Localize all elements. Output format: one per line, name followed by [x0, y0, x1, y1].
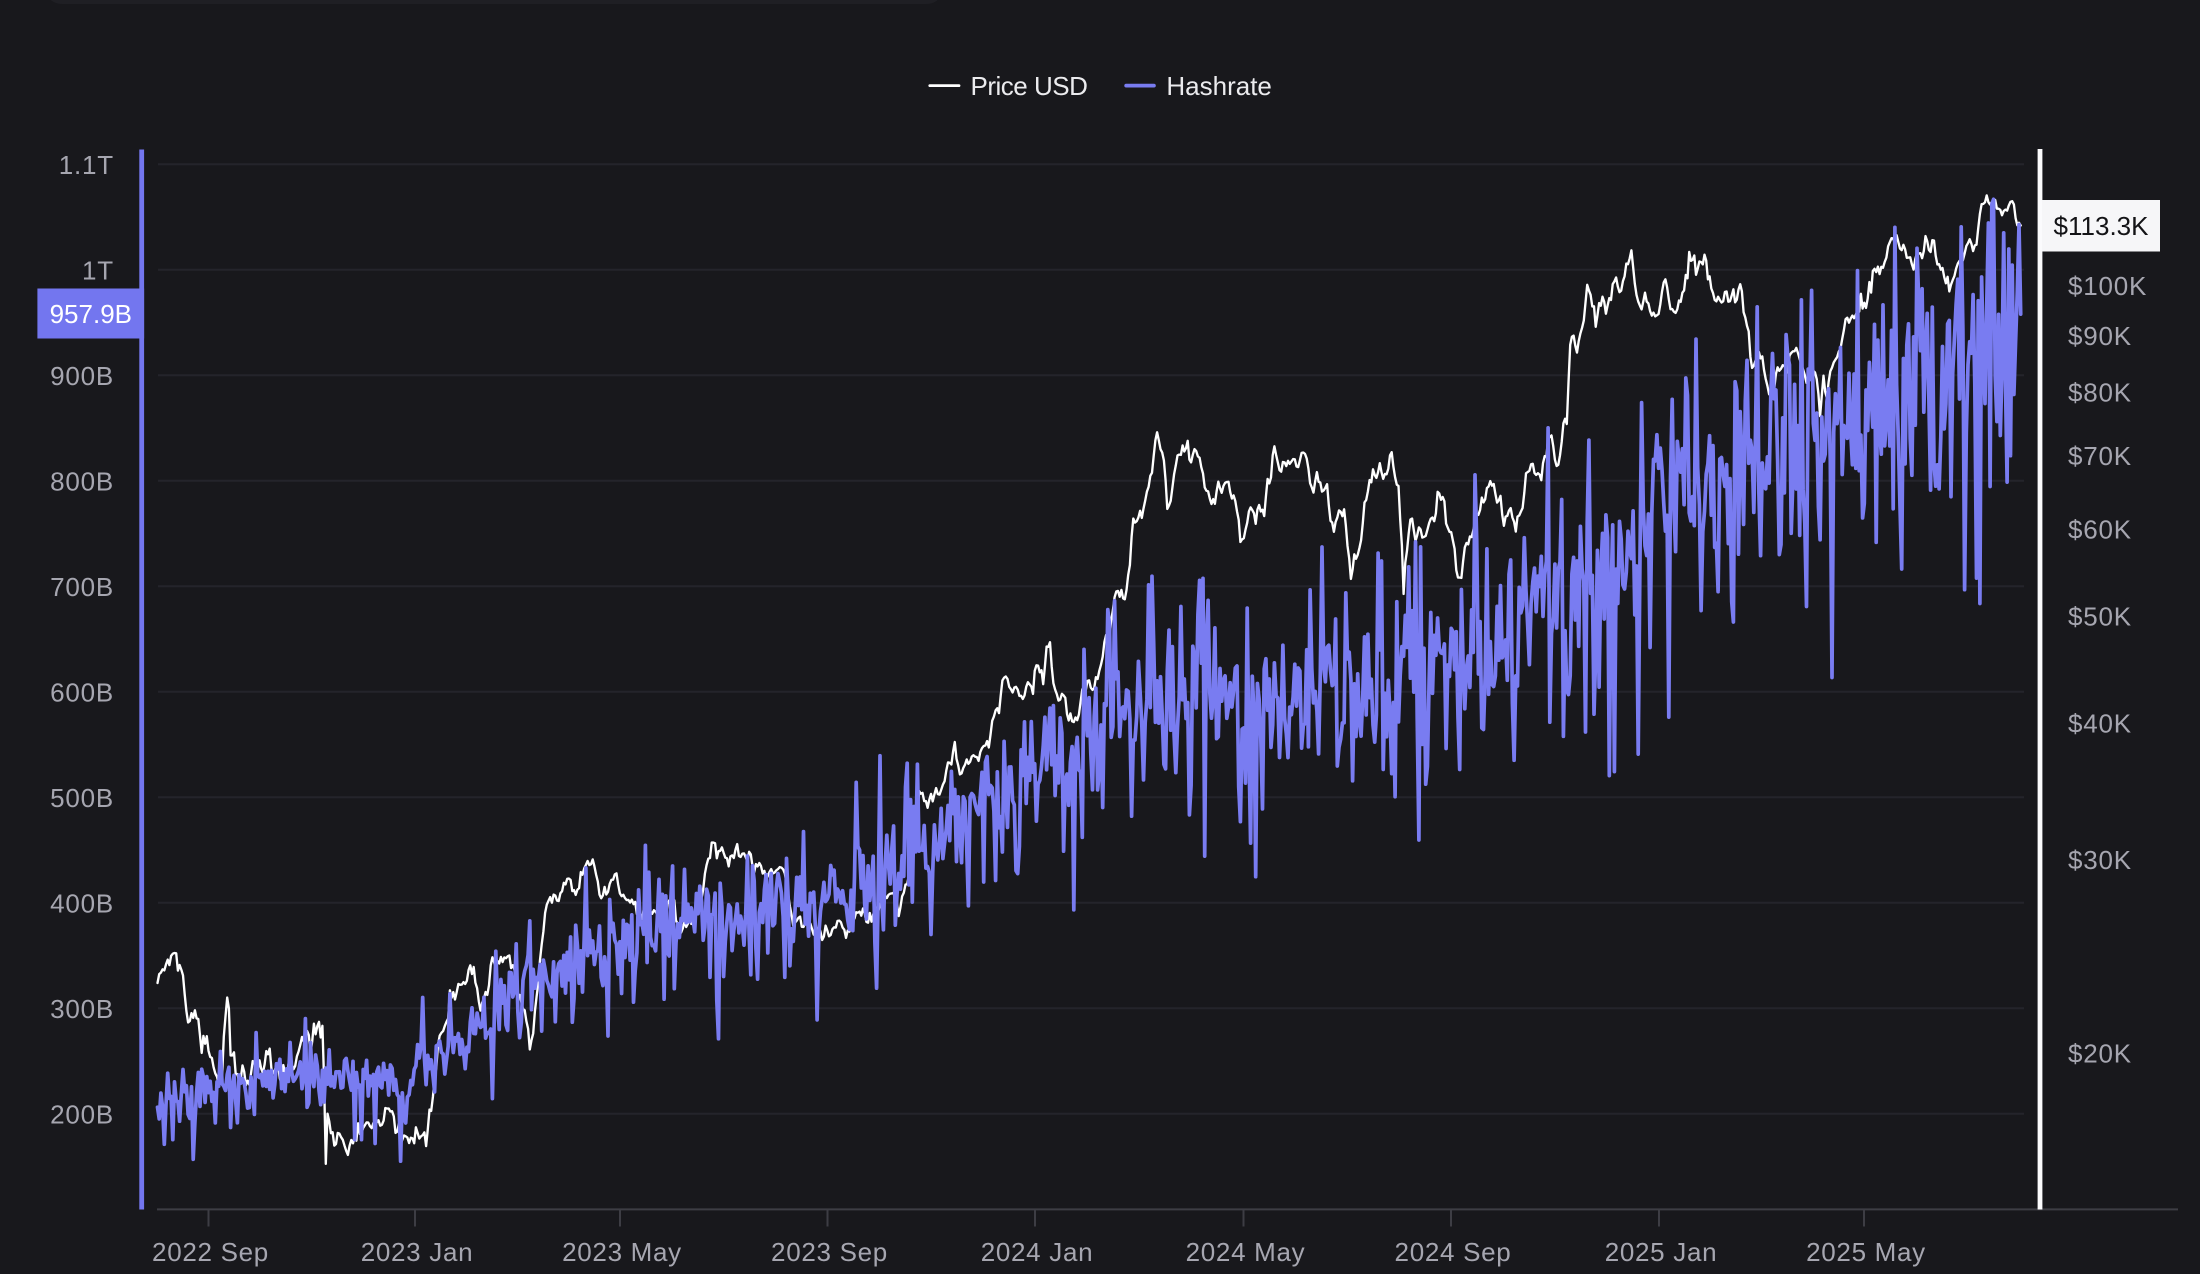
svg-text:700B: 700B [50, 572, 114, 602]
svg-text:300B: 300B [50, 994, 114, 1024]
svg-text:400B: 400B [50, 889, 114, 919]
svg-text:$80K: $80K [2068, 378, 2132, 408]
svg-text:2023 Jan: 2023 Jan [361, 1237, 474, 1267]
svg-text:$30K: $30K [2068, 845, 2132, 875]
svg-text:1.1T: 1.1T [59, 150, 114, 180]
svg-text:2023 Sep: 2023 Sep [771, 1237, 888, 1267]
svg-text:500B: 500B [50, 783, 114, 813]
svg-text:$50K: $50K [2068, 602, 2132, 632]
svg-text:$113.3K: $113.3K [2054, 211, 2150, 241]
svg-text:200B: 200B [50, 1100, 114, 1130]
svg-text:2022 Sep: 2022 Sep [152, 1237, 269, 1267]
svg-text:$40K: $40K [2068, 708, 2132, 738]
svg-text:$20K: $20K [2068, 1039, 2132, 1069]
svg-text:2024 Jan: 2024 Jan [981, 1237, 1094, 1267]
svg-text:Hashrate: Hashrate [1166, 71, 1272, 101]
svg-text:2025 Jan: 2025 Jan [1605, 1237, 1718, 1267]
svg-text:$60K: $60K [2068, 515, 2132, 545]
svg-text:2025 May: 2025 May [1806, 1237, 1926, 1267]
svg-text:2024 Sep: 2024 Sep [1395, 1237, 1512, 1267]
svg-text:2023 May: 2023 May [562, 1237, 682, 1267]
svg-text:$70K: $70K [2068, 441, 2132, 471]
svg-text:900B: 900B [50, 361, 114, 391]
svg-text:2024 May: 2024 May [1186, 1237, 1306, 1267]
svg-text:$90K: $90K [2068, 321, 2132, 351]
svg-text:600B: 600B [50, 678, 114, 708]
svg-text:$100K: $100K [2068, 271, 2147, 301]
svg-text:957.9B: 957.9B [50, 299, 132, 329]
svg-text:1T: 1T [82, 256, 114, 286]
svg-text:800B: 800B [50, 467, 114, 497]
svg-text:Price USD: Price USD [971, 71, 1088, 101]
